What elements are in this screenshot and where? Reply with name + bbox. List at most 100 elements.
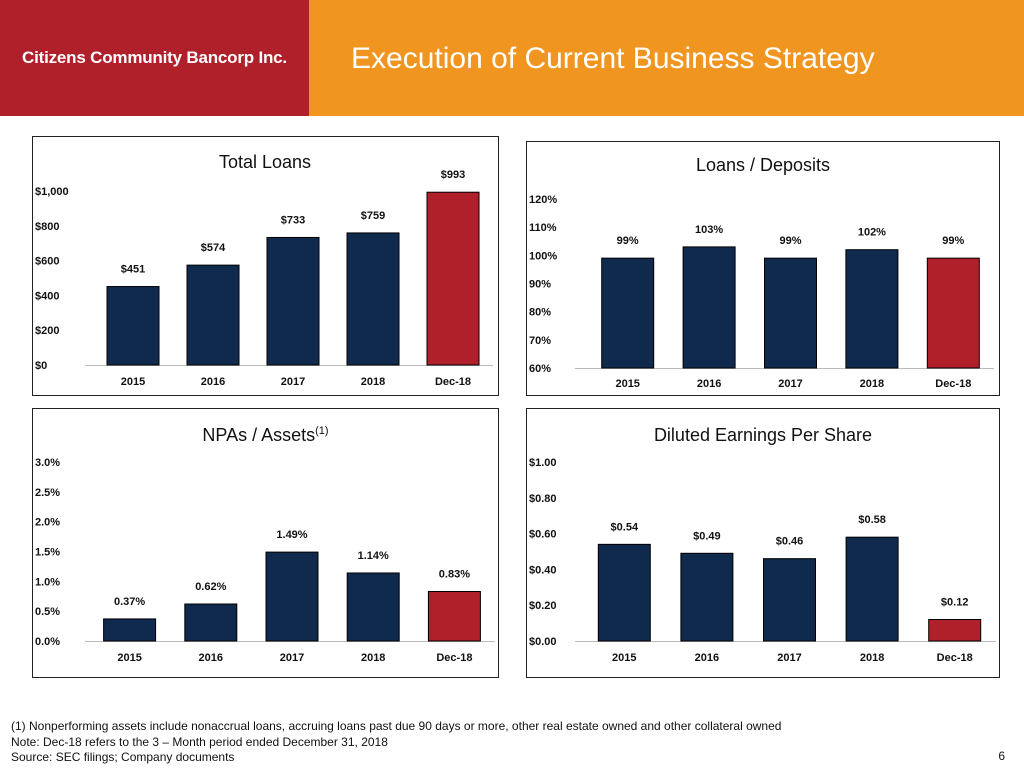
header: Citizens Community Bancorp Inc. Executio… [0,0,1024,116]
bar [184,603,238,642]
bar [845,249,899,369]
company-logo: Citizens Community Bancorp Inc. [0,0,309,116]
data-label: 103% [695,224,723,236]
category-label: Dec-18 [436,652,472,664]
chart-title: Loans / Deposits [696,155,830,175]
y-tick-label: $800 [35,221,59,233]
footnote-1: (1) Nonperforming assets include nonaccr… [11,719,782,733]
y-tick-label: 1.5% [35,547,60,559]
y-tick-label: 100% [529,250,557,262]
y-tick-label: 2.5% [35,487,60,499]
chart-title: Total Loans [219,152,311,172]
y-tick-label: $0.20 [529,600,557,612]
category-label: Dec-18 [935,378,971,390]
bar [265,551,319,642]
bar [427,590,481,642]
footnote-note: Note: Dec-18 refers to the 3 – Month per… [11,735,388,749]
data-label: 102% [858,227,886,239]
y-tick-label: 120% [529,194,557,206]
page-title: Execution of Current Business Strategy [351,42,875,75]
data-label: $0.12 [941,597,969,609]
y-tick-label: $1.00 [529,457,557,469]
page-number: 6 [998,749,1005,763]
bar [764,257,817,369]
footnote-source: Source: SEC filings; Company documents [11,750,235,764]
bar [186,264,240,366]
y-tick-label: $0.60 [529,529,557,541]
panel-loans-deposits: Loans / Deposits 60% 70% 80% 90% 100% 110% 120%… [526,141,1000,396]
data-label: $574 [201,242,226,254]
bar [682,246,736,369]
bar [106,286,160,366]
panel-diluted-eps: Diluted Earnings Per Share $0.00 $0.20 $0.4… [526,408,1000,678]
npas-assets-chart: NPAs / Assets(1) 0.0% 0.5% 1.0% 1.5% 2.0% 2.5%… [35,425,495,664]
bar [103,618,157,642]
category-label: 2017 [280,652,304,664]
data-label: $0.58 [858,514,886,526]
panel-npas-assets: NPAs / Assets(1) 0.0% 0.5% 1.0% 1.5% 2.0% 2.5%… [32,408,499,678]
data-label: 1.14% [358,550,389,562]
category-label: Dec-18 [937,652,973,664]
category-label: 2017 [281,376,305,388]
category-label: 2018 [860,652,884,664]
category-label: 2015 [612,652,636,664]
category-label: Dec-18 [435,376,471,388]
title-banner: Execution of Current Business Strategy [309,0,1024,116]
data-label: $759 [361,210,385,222]
category-label: 2017 [778,378,802,390]
data-label: $993 [441,169,465,181]
diluted-eps-chart: Diluted Earnings Per Share $0.00 $0.20 $0.4… [529,425,996,664]
bar [845,536,899,642]
category-label: 2018 [860,378,884,390]
category-label: 2015 [615,378,639,390]
y-tick-label: 80% [529,307,551,319]
data-label: 0.37% [114,596,145,608]
panel-total-loans: Total Loans $0 $200 $400 $600 $800 $1,000 $451 2… [32,136,499,396]
y-tick-label: $1,000 [35,186,69,198]
bar [346,232,400,366]
data-label: $451 [121,264,145,276]
bar [426,191,480,366]
data-label: 99% [779,235,801,247]
bar [597,543,651,642]
y-tick-label: $0.40 [529,564,557,576]
category-label: 2016 [695,652,719,664]
category-label: 2018 [361,652,385,664]
y-tick-label: $0.80 [529,493,557,505]
bar [346,572,400,642]
category-label: 2016 [199,652,223,664]
y-tick-label: 110% [529,222,557,234]
y-tick-label: 90% [529,279,551,291]
data-label: $0.54 [611,521,639,533]
y-tick-label: $0.00 [529,636,557,648]
data-label: $733 [281,214,305,226]
y-tick-label: $200 [35,325,59,337]
data-label: $0.49 [693,530,721,542]
bar [926,257,980,369]
data-label: 0.83% [439,568,470,580]
y-tick-label: 1.0% [35,576,60,588]
y-tick-label: 60% [529,363,551,375]
y-tick-label: $400 [35,290,59,302]
data-label: 1.49% [276,529,307,541]
loans-deposits-chart: Loans / Deposits 60% 70% 80% 90% 100% 110% 120%… [529,155,994,390]
chart-title: Diluted Earnings Per Share [654,425,872,445]
y-tick-label: $600 [35,256,59,268]
bar [763,558,816,642]
data-label: 99% [617,235,639,247]
y-tick-label: 3.0% [35,457,60,469]
y-tick-label: 70% [529,335,551,347]
data-label: 0.62% [195,581,226,593]
bar [928,619,982,642]
y-tick-label: 0.0% [35,636,60,648]
y-tick-label: 0.5% [35,606,60,618]
category-label: 2017 [777,652,801,664]
category-label: 2015 [121,376,145,388]
category-label: 2018 [361,376,385,388]
bar [680,552,734,642]
total-loans-chart: Total Loans $0 $200 $400 $600 $800 $1,000 $451 2… [35,152,493,388]
chart-title: NPAs / Assets(1) [202,425,328,445]
category-label: 2016 [697,378,721,390]
data-label: 99% [942,235,964,247]
bar [266,236,320,366]
